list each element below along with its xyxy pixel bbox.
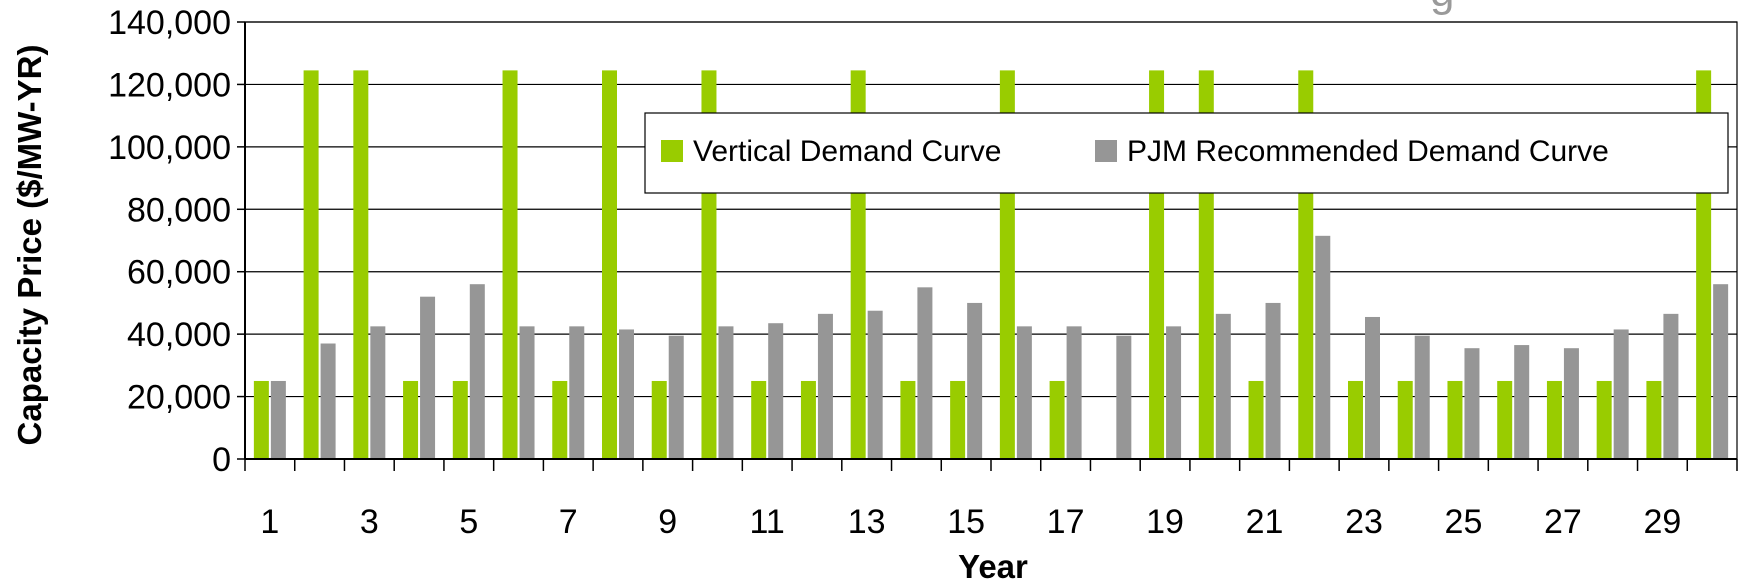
y-tick-label: 0: [212, 441, 231, 479]
bar-pjm-recommended: [1066, 326, 1082, 459]
y-tick-labels: 0 20,000 40,000 60,000 80,000 100,000 120,000 1…: [108, 4, 231, 479]
x-tick-label: 23: [1345, 503, 1383, 541]
bar-pjm-recommended: [1116, 335, 1132, 459]
bar-vertical-demand: [452, 380, 468, 459]
bar-pjm-recommended: [1713, 284, 1729, 459]
bar-vertical-demand: [1447, 380, 1463, 459]
bar-vertical-demand: [1397, 380, 1413, 459]
x-tick-label: 1: [260, 503, 279, 541]
bar-vertical-demand: [1546, 380, 1562, 459]
bar-vertical-demand: [1049, 380, 1065, 459]
bar-vertical-demand: [403, 380, 419, 459]
y-tick-label: 40,000: [127, 316, 231, 354]
legend-label-pjm-recommended: PJM Recommended Demand Curve: [1127, 135, 1609, 168]
axes: [237, 21, 1738, 471]
legend-swatch-pjm-recommended: [1095, 140, 1117, 162]
x-tick-label: 17: [1047, 503, 1085, 541]
bar-vertical-demand: [303, 70, 319, 459]
bar-pjm-recommended: [270, 380, 286, 459]
bar-vertical-demand: [552, 380, 568, 459]
bar-pjm-recommended: [1315, 235, 1331, 459]
y-tick-label: 100,000: [108, 129, 231, 167]
bar-pjm-recommended: [1414, 335, 1430, 459]
grid-lines: [245, 21, 1737, 398]
x-tick-label: 27: [1544, 503, 1582, 541]
bar-pjm-recommended: [1166, 326, 1182, 459]
bar-vertical-demand: [800, 380, 816, 459]
bar-vertical-demand: [1596, 380, 1612, 459]
bar-pjm-recommended: [1514, 345, 1530, 459]
y-tick-label: 60,000: [127, 254, 231, 292]
bar-pjm-recommended: [917, 287, 933, 459]
x-tick-label: 15: [947, 503, 985, 541]
bar-pjm-recommended: [1215, 313, 1231, 459]
bar-pjm-recommended: [1265, 302, 1281, 459]
legend-box: [644, 112, 1729, 194]
bar-pjm-recommended: [967, 302, 983, 459]
bar-pjm-recommended: [1663, 313, 1679, 459]
bar-pjm-recommended: [370, 326, 386, 459]
x-tick-label: 3: [360, 503, 379, 541]
x-tick-label: 19: [1146, 503, 1184, 541]
legend-label-vertical-demand: Vertical Demand Curve: [693, 135, 1001, 168]
bar-pjm-recommended: [420, 296, 436, 459]
bar-pjm-recommended: [1464, 348, 1480, 459]
bar-vertical-demand: [751, 380, 767, 459]
bar-vertical-demand: [1248, 380, 1264, 459]
bar-vertical-demand: [253, 380, 269, 459]
x-tick-label: 13: [848, 503, 886, 541]
bar-pjm-recommended: [469, 284, 485, 459]
bar-pjm-recommended: [668, 335, 684, 459]
bar-pjm-recommended: [1613, 329, 1629, 459]
bar-vertical-demand: [651, 380, 667, 459]
bar-pjm-recommended: [1365, 316, 1380, 459]
x-tick-label: 5: [459, 503, 478, 541]
x-axis-title: Year: [958, 548, 1028, 585]
bar-pjm-recommended: [867, 310, 883, 459]
bar-pjm-recommended: [619, 329, 634, 459]
bar-pjm-recommended: [817, 313, 833, 459]
bar-pjm-recommended: [519, 326, 535, 459]
y-tick-label: 80,000: [127, 191, 231, 229]
bar-pjm-recommended: [718, 326, 734, 459]
bar-pjm-recommended: [1563, 348, 1579, 459]
bar-vertical-demand: [1646, 380, 1662, 459]
bar-vertical-demand: [353, 70, 369, 459]
y-tick-label: 20,000: [127, 379, 231, 417]
y-axis-title: Capacity Price ($/MW-YR): [11, 45, 48, 446]
bar-vertical-demand: [602, 70, 617, 459]
bar-pjm-recommended: [569, 326, 585, 459]
x-tick-labels: 1 3 5 7 9 11 13 15 17 19 21 23 25 27 29: [260, 503, 1681, 541]
y-tick-label: 120,000: [108, 66, 231, 104]
bar-vertical-demand: [1497, 380, 1513, 459]
x-tick-label: 7: [559, 503, 578, 541]
x-tick-label: 21: [1246, 503, 1284, 541]
plot-frame: [244, 21, 1738, 460]
x-tick-label: 25: [1445, 503, 1483, 541]
bar-pjm-recommended: [768, 323, 784, 459]
legend-swatch-vertical-demand: [661, 140, 683, 162]
x-tick-label: 29: [1643, 503, 1681, 541]
bar-vertical-demand: [1348, 380, 1363, 459]
bar-vertical-demand: [950, 380, 966, 459]
bar-pjm-recommended: [1016, 326, 1032, 459]
bar-vertical-demand: [502, 70, 518, 459]
legend: Vertical Demand Curve PJM Recommended Dem…: [644, 112, 1729, 194]
bar-pjm-recommended: [320, 343, 336, 459]
x-tick-label: 11: [750, 503, 785, 541]
x-tick-label: 9: [658, 503, 677, 541]
y-tick-label: 140,000: [108, 4, 231, 42]
bar-vertical-demand: [900, 380, 916, 459]
top-title-fragment: g: [1430, 0, 1454, 16]
